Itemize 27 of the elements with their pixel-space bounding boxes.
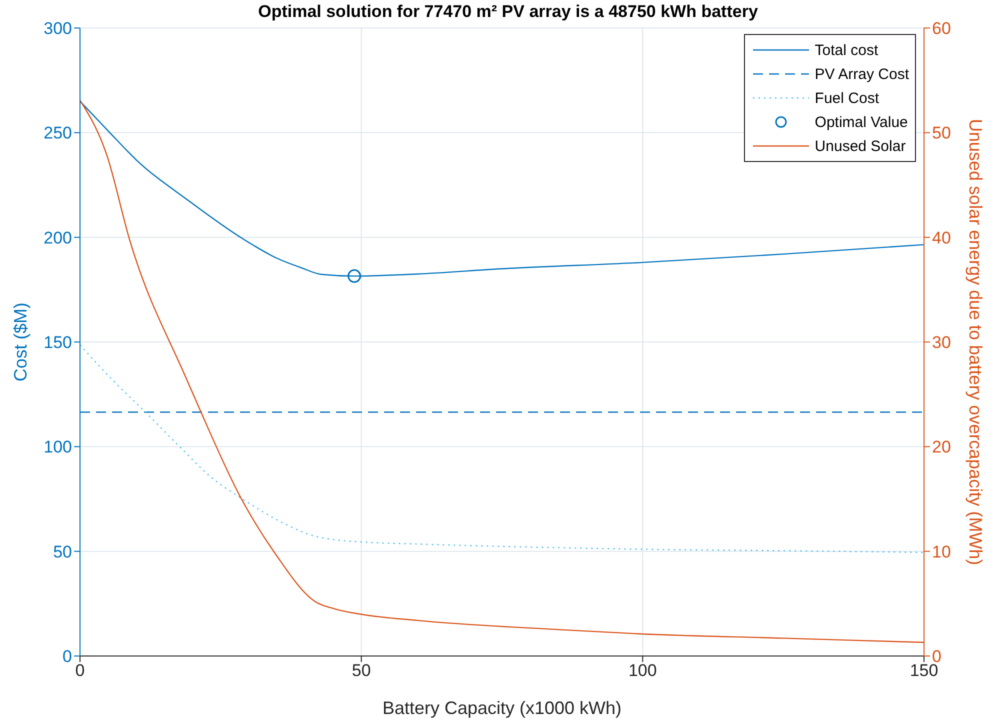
legend-label: Optimal Value [814,114,908,130]
x-tick-label: 50 [352,661,371,680]
x-tick-label: 0 [75,661,85,680]
line-series [80,344,924,553]
y2-tick-label: 60 [932,19,951,38]
y2-axis-title: Unused solar energy due to battery overcapacity (MWh) [966,118,986,566]
y2-tick-label: 20 [932,438,951,457]
legend-label: PV Array Cost [814,66,909,82]
y-tick-label: 200 [44,228,72,248]
y-tick-label: 150 [44,333,72,352]
y2-tick-label: 10 [932,542,951,562]
chart-title: Optimal solution for 77470 m² PV array is a 48750 kWh battery [258,2,758,21]
y-tick-label: 300 [44,19,72,38]
y2-tick-label: 40 [932,228,951,248]
legend-label: Unused Solar [814,138,906,154]
y-tick-label: 250 [44,124,72,143]
y-tick-label: 100 [44,438,72,457]
y-tick-label: 50 [53,542,72,562]
y2-tick-label: 50 [932,124,951,143]
legend-label: Total cost [814,42,878,58]
x-tick-label: 150 [910,661,938,680]
y-axis-title: Cost ($M) [10,302,30,382]
legend-label: Fuel Cost [814,90,879,106]
x-axis-title: Battery Capacity (x1000 kWh) [382,698,622,718]
y2-tick-label: 30 [932,333,951,352]
y-tick-label: 0 [62,647,72,666]
x-tick-label: 100 [628,661,657,680]
